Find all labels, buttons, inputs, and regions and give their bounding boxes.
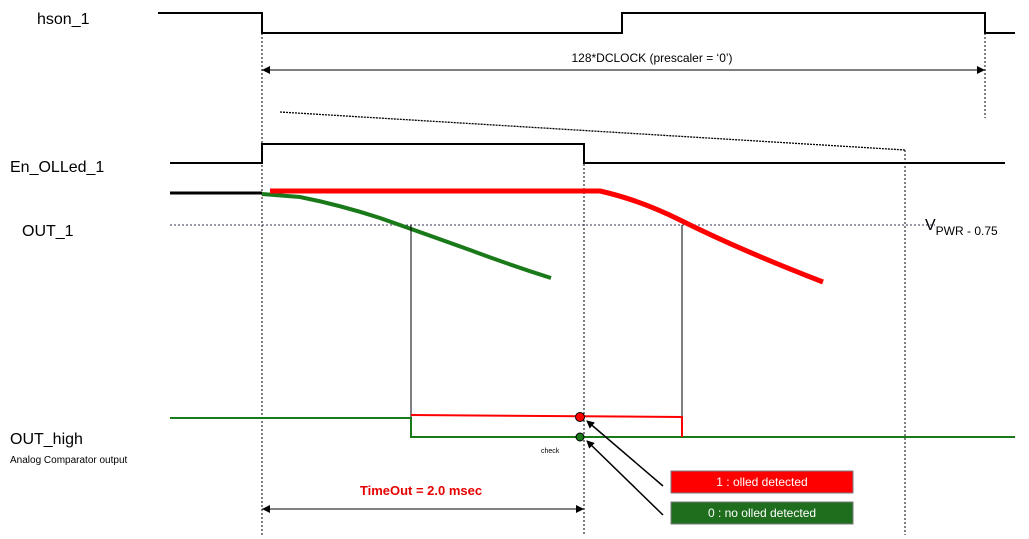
out-red-decay: [270, 188, 824, 285]
check-point-green: [575, 432, 585, 442]
legend-no-olled: 0 : no olled detected: [670, 501, 854, 525]
out-high-red-waveform: [410, 414, 683, 437]
hson-label: hson_1: [37, 11, 90, 28]
arrow-to-red-check: [586, 420, 664, 487]
en-olled-waveform: [170, 143, 1005, 164]
out-high-sublabel: Analog Comparator output: [10, 455, 128, 466]
vpwr-label: VPWR - 0.75: [925, 217, 998, 238]
legend-no-olled-text: 0 : no olled detected: [708, 506, 816, 520]
legend-olled: 1 : olled detected: [670, 470, 854, 494]
out-green-decay: [261, 192, 552, 280]
check-label: check: [541, 448, 560, 455]
arrow-to-green-check: [586, 440, 664, 516]
decay-ramp-line: [279, 111, 906, 151]
legend-olled-text: 1 : olled detected: [716, 475, 807, 489]
timeout-label: TimeOut = 2.0 msec: [360, 483, 482, 498]
out-high-green-waveform: [170, 417, 1015, 438]
dclock-label: 128*DCLOCK (prescaler = ‘0’): [571, 51, 732, 65]
out-high-label: OUT_high: [10, 431, 83, 448]
dclock-arrow-right-head: [977, 66, 985, 74]
hson-waveform: [158, 12, 1015, 34]
en-olled-label: En_OLLed_1: [10, 159, 104, 176]
timeout-arrow-right-head: [576, 505, 584, 513]
out-label: OUT_1: [22, 223, 74, 240]
dclock-arrow-left-head: [262, 66, 270, 74]
timeout-arrow-left-head: [262, 505, 270, 513]
check-point-red: [575, 412, 585, 422]
